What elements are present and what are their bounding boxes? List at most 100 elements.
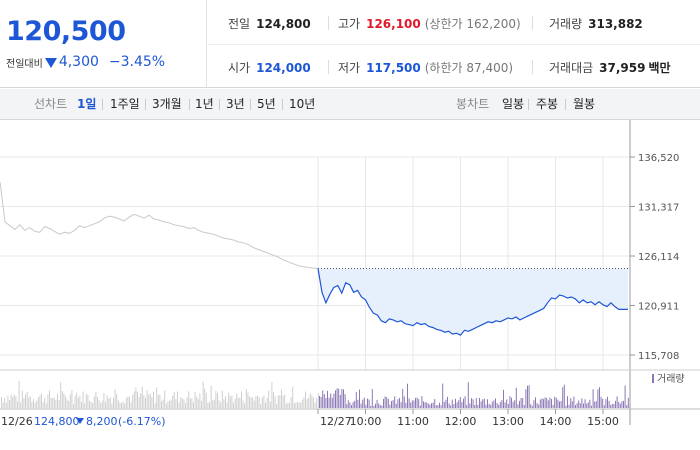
volume-bar-today	[562, 387, 564, 408]
volume-bar-prev	[41, 393, 42, 408]
volume-bar-prev	[161, 401, 162, 408]
volume-bar-today	[480, 401, 482, 408]
volume-bar-prev	[218, 400, 220, 408]
volume-bar-prev	[21, 390, 23, 408]
volume-bar-prev	[9, 400, 10, 408]
volume-bar-today	[344, 394, 346, 408]
volume-bar-today	[437, 405, 439, 408]
prev-day-date: 12/26	[1, 415, 33, 428]
volume-bar-today	[535, 397, 536, 408]
volume-bar-today	[496, 403, 498, 408]
volume-bar-prev	[84, 403, 86, 408]
volume-bar-today	[363, 397, 365, 408]
volume-bar-today	[525, 389, 527, 408]
tab-3-months[interactable]: 3개월	[152, 97, 182, 111]
line-chart-caption: 선차트	[34, 97, 68, 111]
tab-monthly-candle[interactable]: 월봉	[573, 97, 596, 111]
volume-bar-prev	[175, 399, 177, 408]
prev-day-close: 124,800	[34, 415, 80, 428]
volume-bar-today	[384, 396, 386, 408]
volume-bar-prev	[13, 394, 15, 408]
volume-bar-prev	[316, 398, 318, 408]
volume-bar-prev	[293, 402, 295, 408]
volume-bar-today	[431, 403, 432, 408]
tab-divider	[219, 99, 220, 110]
volume-bar-prev	[12, 397, 14, 408]
volume-bar-prev	[305, 391, 306, 408]
volume-bar-today	[439, 402, 440, 408]
stat-value: 124,800	[256, 17, 311, 31]
volume-bar-today	[370, 405, 372, 408]
volume-bar-prev	[317, 393, 319, 408]
volume-bar-prev	[31, 401, 33, 408]
tab-1-day[interactable]: 1일	[77, 97, 97, 111]
volume-bar-today	[450, 405, 452, 408]
volume-bar-today	[347, 400, 349, 408]
volume-bar-today	[607, 396, 608, 408]
volume-bar-today	[379, 405, 381, 408]
volume-bar-prev	[101, 400, 103, 408]
volume-bar-today	[469, 403, 471, 408]
price-chart[interactable]: 136,520 131,317 126,114 120,911 115,708 거래량 12…	[0, 120, 700, 450]
stat-low: 저가 117,500 (하한가 87,400)	[338, 59, 513, 76]
volume-bar-prev	[172, 395, 174, 408]
prev-day-change-rate: (-6.17%)	[118, 415, 166, 428]
volume-bar-today	[575, 405, 576, 408]
volume-bar-prev	[37, 397, 39, 408]
volume-bar-prev	[7, 395, 9, 408]
volume-bar-today	[322, 390, 324, 408]
volume-bar-today	[411, 400, 413, 408]
tab-weekly-candle[interactable]: 주봉	[536, 97, 559, 111]
volume-bar-today	[616, 396, 618, 408]
tab-10-years[interactable]: 10년	[289, 97, 316, 111]
volume-bar-prev	[213, 399, 215, 408]
stat-label: 고가	[338, 17, 361, 31]
stat-label: 전일	[228, 17, 251, 31]
volume-bar-prev	[132, 394, 134, 408]
tab-3-years[interactable]: 3년	[226, 97, 245, 111]
volume-bar-today	[613, 404, 615, 408]
volume-bar-today	[435, 405, 437, 408]
volume-bar-today	[423, 401, 424, 408]
stat-turnover: 거래대금 37,959 백만	[549, 59, 671, 76]
volume-bar-prev	[173, 392, 175, 408]
volume-bar-prev	[289, 403, 290, 408]
volume-bar-prev	[212, 400, 214, 408]
volume-bar-prev	[34, 402, 36, 408]
stat-value: 124,000	[256, 61, 311, 75]
volume-bar-today	[514, 400, 516, 408]
volume-bar-today	[408, 398, 410, 408]
volume-bar-prev	[255, 396, 257, 408]
volume-bar-prev	[191, 398, 193, 408]
volume-bar-today	[378, 403, 380, 408]
volume-bar-today	[445, 399, 447, 408]
tab-5-years[interactable]: 5년	[257, 97, 276, 111]
volume-bar-prev	[87, 394, 89, 408]
volume-bar-prev	[244, 403, 246, 408]
tab-daily-candle[interactable]: 일봉	[502, 97, 525, 111]
tab-1-year[interactable]: 1년	[195, 97, 214, 111]
volume-bar-today	[504, 402, 506, 408]
divider	[328, 60, 329, 74]
volume-bar-today	[557, 399, 559, 408]
volume-bar-prev	[276, 403, 278, 408]
volume-bar-prev	[79, 395, 81, 408]
volume-bar-prev	[121, 402, 122, 408]
volume-legend-label: 거래량	[657, 373, 685, 385]
volume-bar-today	[432, 402, 434, 408]
volume-bar-prev	[298, 402, 300, 408]
volume-bar-today	[589, 399, 591, 408]
volume-bar-prev	[236, 393, 238, 408]
volume-bar-today	[594, 401, 596, 408]
volume-bar-today	[586, 403, 588, 408]
volume-bar-today	[330, 393, 332, 408]
volume-bar-today	[571, 401, 573, 408]
volume-bar-today	[451, 399, 453, 408]
volume-bar-today	[576, 403, 578, 408]
volume-bar-today	[360, 403, 362, 408]
row-divider	[208, 44, 700, 45]
x-tick-label: 13:00	[492, 415, 524, 428]
tab-1-week[interactable]: 1주일	[110, 97, 140, 111]
change-row: 전일대비 4,300 −3.45%	[6, 54, 165, 70]
